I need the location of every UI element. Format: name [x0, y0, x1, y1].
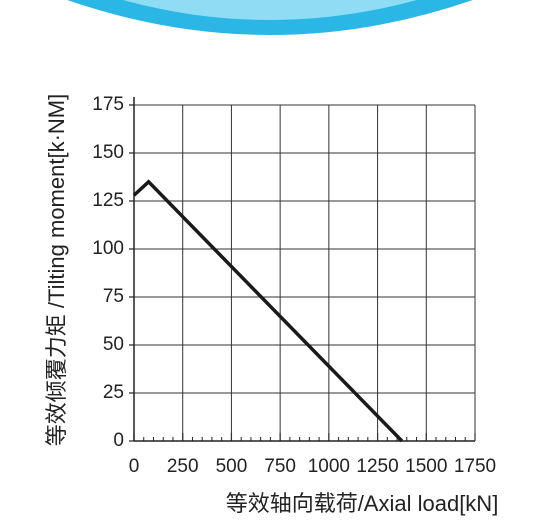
x-axis-label: 等效轴向载荷/Axial load[kN]	[226, 491, 499, 516]
x-tick-label: 750	[264, 456, 296, 477]
x-tick-label: 0	[129, 456, 140, 477]
decor-arc-inner	[123, 0, 417, 20]
y-tick-label: 25	[103, 382, 124, 403]
data-line	[132, 179, 404, 443]
y-tick-label: 175	[92, 94, 124, 115]
x-tick-label: 1500	[405, 456, 447, 477]
y-tick-label: 125	[92, 190, 124, 211]
x-tick-label: 1250	[356, 456, 398, 477]
y-tick-label: 0	[113, 430, 124, 451]
x-tick-label: 500	[216, 456, 248, 477]
x-tick-label: 1750	[454, 456, 496, 477]
y-tick-label: 50	[103, 334, 124, 355]
y-tick-label: 75	[103, 286, 124, 307]
y-tick-label: 100	[92, 238, 124, 259]
y-tick-label: 150	[92, 142, 124, 163]
x-tick-label: 1000	[308, 456, 350, 477]
y-axis-label: 等效倾覆力矩 /Tilting moment[k·NM]	[44, 94, 69, 446]
x-tick-label: 250	[167, 456, 199, 477]
